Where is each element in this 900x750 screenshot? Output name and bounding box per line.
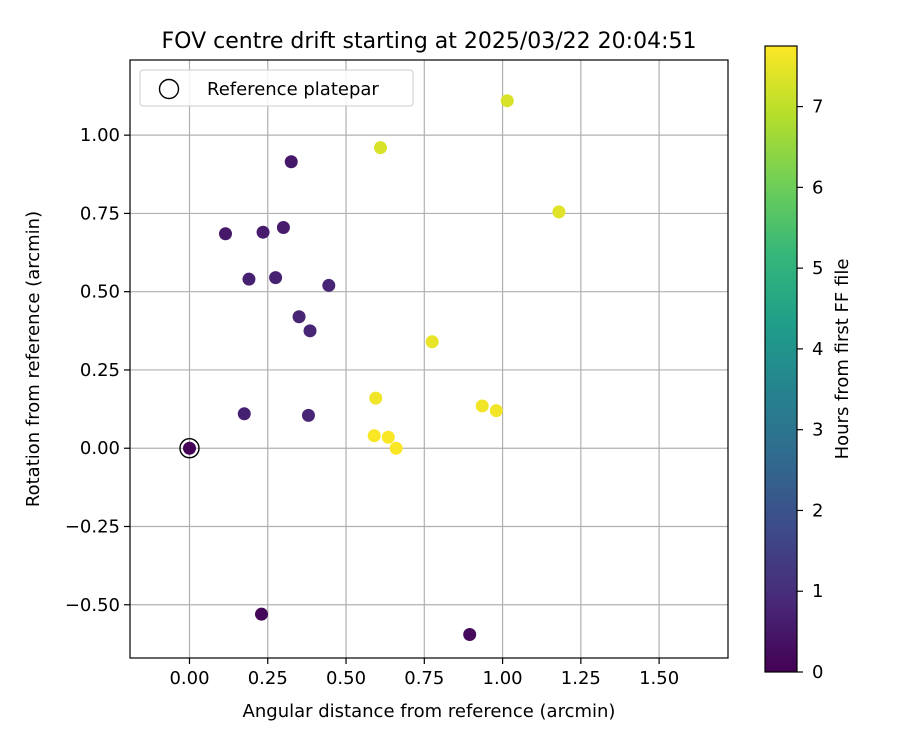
legend-label-reference: Reference platepar: [207, 79, 379, 100]
data-point: [237, 407, 251, 421]
data-point: [373, 141, 387, 155]
y-tick-label: 0.25: [80, 360, 120, 381]
reference-point-marker: [179, 438, 200, 459]
x-axis-ticks: 0.00 0.25 0.50 0.75 1.00 1.25 1.50: [169, 658, 679, 689]
data-point: [218, 227, 232, 241]
data-point: [369, 391, 383, 405]
x-tick-label: 0.00: [169, 668, 209, 689]
colorbar-tick-label: 6: [812, 177, 823, 198]
grid: [130, 60, 728, 658]
chart-title: FOV centre drift starting at 2025/03/22 …: [162, 29, 697, 54]
y-tick-label: −0.25: [65, 517, 120, 538]
data-point: [463, 628, 477, 642]
x-tick-label: 1.00: [483, 668, 523, 689]
data-point: [500, 94, 514, 108]
data-point: [182, 441, 196, 455]
data-point: [242, 272, 256, 286]
data-point: [552, 205, 566, 219]
colorbar-ticks: 0 1 2 3 4 5 6 7: [797, 97, 823, 683]
plot-frame: [129, 59, 729, 659]
data-point: [322, 278, 336, 292]
y-tick-label: 1.00: [80, 125, 120, 146]
colorbar-tick-label: 1: [812, 581, 823, 602]
colorbar-tick-label: 3: [812, 420, 823, 441]
x-tick-label: 0.25: [248, 668, 288, 689]
y-axis-label: Rotation from reference (arcmin): [23, 211, 44, 507]
colorbar-tick-label: 0: [812, 662, 823, 683]
colorbar-tick-label: 4: [812, 339, 823, 360]
data-point: [425, 335, 439, 349]
data-point: [254, 607, 268, 621]
data-point: [381, 430, 395, 444]
legend: Reference platepar: [139, 69, 414, 107]
data-point: [367, 429, 381, 443]
y-tick-label: 0.00: [80, 438, 120, 459]
colorbar-tick-label: 5: [812, 258, 823, 279]
legend-frame: [139, 69, 414, 107]
colorbar-frame: [764, 45, 798, 673]
x-tick-label: 1.50: [639, 668, 679, 689]
data-point: [284, 155, 298, 169]
data-point: [256, 225, 270, 239]
legend-marker-reference: [158, 78, 180, 100]
data-point: [475, 399, 489, 413]
colorbar-gradient: [765, 46, 797, 672]
y-tick-label: 0.75: [80, 203, 120, 224]
y-tick-label: −0.50: [65, 595, 120, 616]
data-point: [303, 324, 317, 338]
x-tick-label: 1.25: [561, 668, 601, 689]
y-axis-ticks: −0.50 −0.25 0.00 0.25 0.50 0.75 1.00: [65, 125, 130, 616]
x-tick-label: 0.75: [404, 668, 444, 689]
data-point: [269, 271, 283, 285]
x-axis-label: Angular distance from reference (arcmin): [243, 701, 616, 722]
y-tick-label: 0.50: [80, 282, 120, 303]
data-point: [489, 404, 503, 418]
data-point: [389, 441, 403, 455]
colorbar-tick-label: 2: [812, 500, 823, 521]
colorbar-label: Hours from first FF file: [832, 259, 853, 460]
data-point: [301, 408, 315, 422]
x-tick-label: 0.50: [326, 668, 366, 689]
colorbar: 0 1 2 3 4 5 6 7 Hours from first FF file: [764, 45, 853, 683]
data-points: [179, 94, 566, 642]
colorbar-tick-label: 7: [812, 97, 823, 118]
data-point: [292, 310, 306, 324]
data-point: [276, 221, 290, 235]
